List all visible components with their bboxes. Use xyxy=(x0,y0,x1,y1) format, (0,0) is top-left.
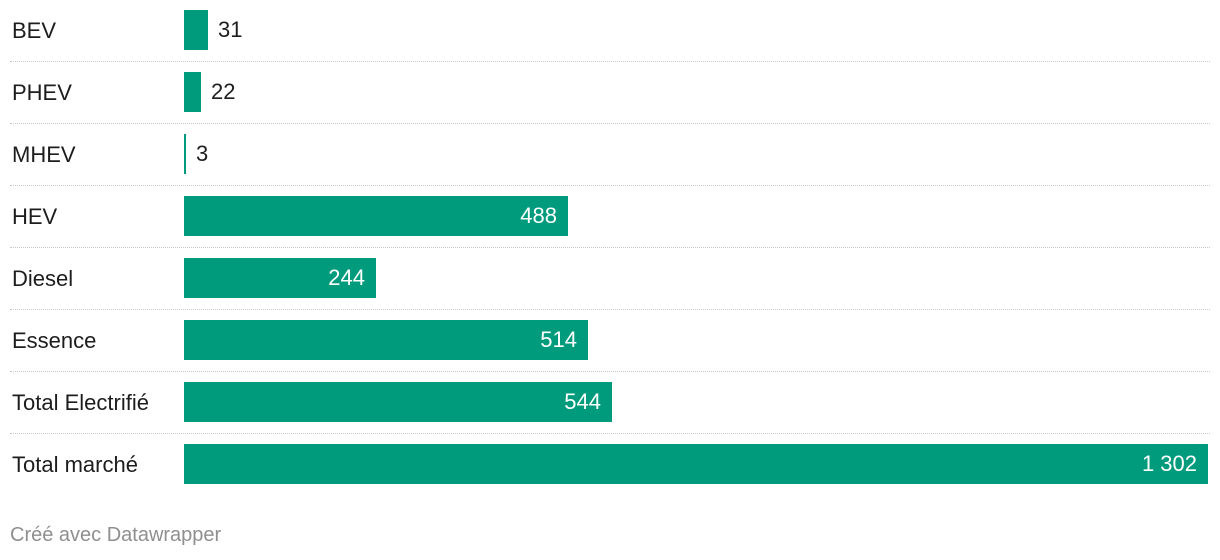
bar xyxy=(184,258,376,298)
value-label: 3 xyxy=(196,141,209,166)
bar xyxy=(184,134,186,174)
value-label: 31 xyxy=(218,17,243,42)
bar-row: HEV 488 xyxy=(10,186,1210,248)
bar xyxy=(184,444,1208,484)
bar-row: MHEV 3 xyxy=(10,124,1210,186)
row-divider xyxy=(10,247,1210,248)
category-label: Diesel xyxy=(12,266,74,291)
value-label: 488 xyxy=(520,203,557,228)
value-label: 1 302 xyxy=(1141,451,1197,476)
row-divider xyxy=(10,123,1210,124)
category-label: MHEV xyxy=(12,142,76,167)
row-divider xyxy=(10,433,1210,434)
category-label: PHEV xyxy=(12,80,72,105)
bar-row: Essence 514 xyxy=(10,310,1210,372)
bar-row: Total marché 1 302 xyxy=(10,434,1210,496)
bar xyxy=(184,320,588,360)
bar xyxy=(184,72,201,112)
category-label: Essence xyxy=(12,328,97,353)
value-label: 22 xyxy=(211,79,236,104)
category-label: Total marché xyxy=(12,452,138,477)
value-label: 544 xyxy=(564,389,601,414)
bar xyxy=(184,196,568,236)
row-divider xyxy=(10,371,1210,372)
bar xyxy=(184,382,612,422)
category-label: HEV xyxy=(12,204,58,229)
row-divider xyxy=(10,309,1210,310)
category-label: Total Electrifié xyxy=(12,390,149,415)
value-label: 514 xyxy=(540,327,577,352)
bar-row: Diesel 244 xyxy=(10,248,1210,310)
bar xyxy=(184,10,208,50)
row-divider xyxy=(10,61,1210,62)
bar-row: BEV 31 xyxy=(10,0,1210,62)
row-divider xyxy=(10,185,1210,186)
bar-row: PHEV 22 xyxy=(10,62,1210,124)
bar-chart: BEV 31 PHEV 22 MHEV 3 HEV 488 Diesel 244 Essence 51… xyxy=(10,0,1210,496)
category-label: BEV xyxy=(12,18,57,43)
value-label: 244 xyxy=(328,265,365,290)
bar-row: Total Electrifié 544 xyxy=(10,372,1210,434)
credit-footer: Créé avec Datawrapper xyxy=(10,524,222,546)
